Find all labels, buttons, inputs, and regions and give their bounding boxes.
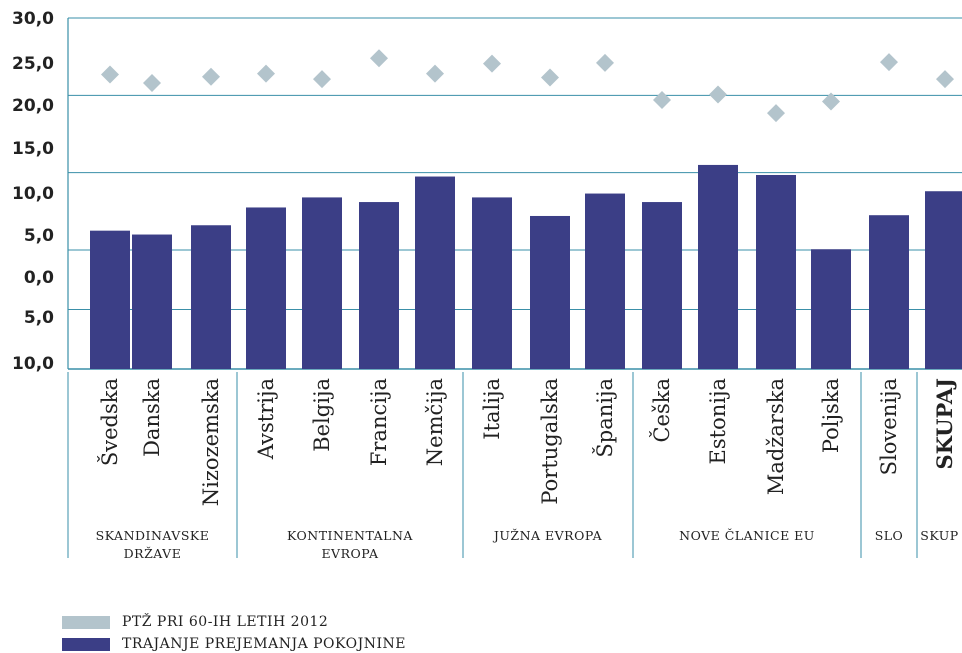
x-tick-label: Madžarska — [764, 378, 788, 495]
bar-10 — [585, 193, 625, 369]
legend-swatch-2 — [62, 637, 110, 651]
y-tick-label: 30,0 — [12, 9, 54, 29]
group-label: SLO — [875, 528, 904, 543]
marker-16 — [936, 70, 954, 89]
marker-3 — [202, 67, 220, 86]
y-axis-ticks: 30,0 25,0 20,0 15,0 10,0 5,0 0,0 5,0 10,0 — [12, 9, 54, 374]
bar-3 — [191, 225, 231, 369]
bar-11 — [642, 202, 682, 369]
x-tick-label: Belgija — [310, 378, 334, 452]
legend-item-2: TRAJANJE PREJEMANJA POKOJNINE — [62, 636, 406, 652]
x-tick-label: Slovenija — [877, 378, 901, 475]
x-tick-label: Španija — [592, 378, 617, 458]
x-tick-label: Švedska — [97, 378, 122, 466]
markers-series — [101, 49, 954, 123]
bar-7 — [415, 176, 455, 369]
y-tick-label: 5,0 — [24, 226, 54, 246]
legend-label-1: PTŽ PRI 60-IH LETIH 2012 — [122, 614, 329, 630]
legend-label-2: TRAJANJE PREJEMANJA POKOJNINE — [122, 636, 406, 652]
bar-16 — [925, 191, 962, 369]
bar-12 — [698, 164, 738, 369]
bar-5 — [302, 197, 342, 369]
y-tick-label: 10,0 — [12, 354, 54, 374]
marker-15 — [880, 53, 898, 72]
bar-8 — [472, 197, 512, 369]
bar-6 — [359, 202, 399, 369]
x-tick-label: Nemčija — [423, 378, 447, 466]
bar-14 — [811, 249, 851, 369]
marker-14 — [822, 92, 840, 111]
legend-swatch-1 — [62, 615, 110, 629]
group-label: KONTINENTALNA — [287, 528, 413, 543]
marker-2 — [143, 73, 161, 92]
bar-15 — [869, 215, 909, 369]
bar-2 — [132, 234, 172, 369]
marker-9 — [541, 68, 559, 87]
x-tick-label: Estonija — [706, 378, 730, 464]
legend-item-1: PTŽ PRI 60-IH LETIH 2012 — [62, 614, 328, 630]
bar-13 — [756, 174, 796, 369]
marker-8 — [483, 54, 501, 73]
x-tick-label: Danska — [140, 378, 164, 457]
x-tick-label: Francija — [367, 378, 391, 466]
marker-6 — [370, 49, 388, 68]
group-label: NOVE ČLANICE EU — [679, 527, 815, 543]
x-axis-labels: Švedska Danska Nizozemska Avstrija Belgija Fr… — [97, 378, 957, 506]
marker-11 — [653, 90, 671, 109]
y-tick-label: 0,0 — [24, 268, 54, 288]
category-groups: SKANDINAVSKE DRŽAVE KONTINENTALNA EVROPA JUŽ… — [67, 372, 958, 561]
y-tick-label: 25,0 — [12, 54, 54, 74]
y-tick-label: 15,0 — [12, 139, 54, 159]
x-tick-label: Avstrija — [254, 378, 278, 460]
group-label: SKANDINAVSKE — [96, 528, 210, 543]
group-label: EVROPA — [321, 546, 379, 561]
y-tick-label: 20,0 — [12, 96, 54, 116]
marker-5 — [313, 70, 331, 89]
bar-9 — [530, 215, 570, 369]
group-label: JUŽNA EVROPA — [492, 528, 603, 543]
marker-1 — [101, 65, 119, 84]
chart: 30,0 25,0 20,0 15,0 10,0 5,0 0,0 5,0 10,0 Švedsk… — [12, 9, 962, 561]
marker-12 — [709, 85, 727, 104]
bar-4 — [246, 207, 286, 369]
marker-10 — [596, 53, 614, 72]
x-tick-label: SKUPAJ — [932, 378, 957, 470]
x-tick-label: Nizozemska — [199, 378, 223, 506]
marker-13 — [767, 104, 785, 123]
marker-7 — [426, 64, 444, 83]
marker-4 — [257, 64, 275, 83]
group-label: DRŽAVE — [124, 546, 182, 561]
x-tick-label: Poljska — [819, 378, 843, 453]
group-label: SKUP — [920, 528, 958, 543]
x-tick-label: Češka — [649, 378, 674, 443]
bars-series — [90, 164, 962, 369]
x-tick-label: Italija — [480, 378, 504, 440]
y-tick-label: 10,0 — [12, 184, 54, 204]
bar-1 — [90, 230, 130, 369]
x-tick-label: Portugalska — [538, 378, 562, 505]
y-tick-label: 5,0 — [24, 308, 54, 328]
